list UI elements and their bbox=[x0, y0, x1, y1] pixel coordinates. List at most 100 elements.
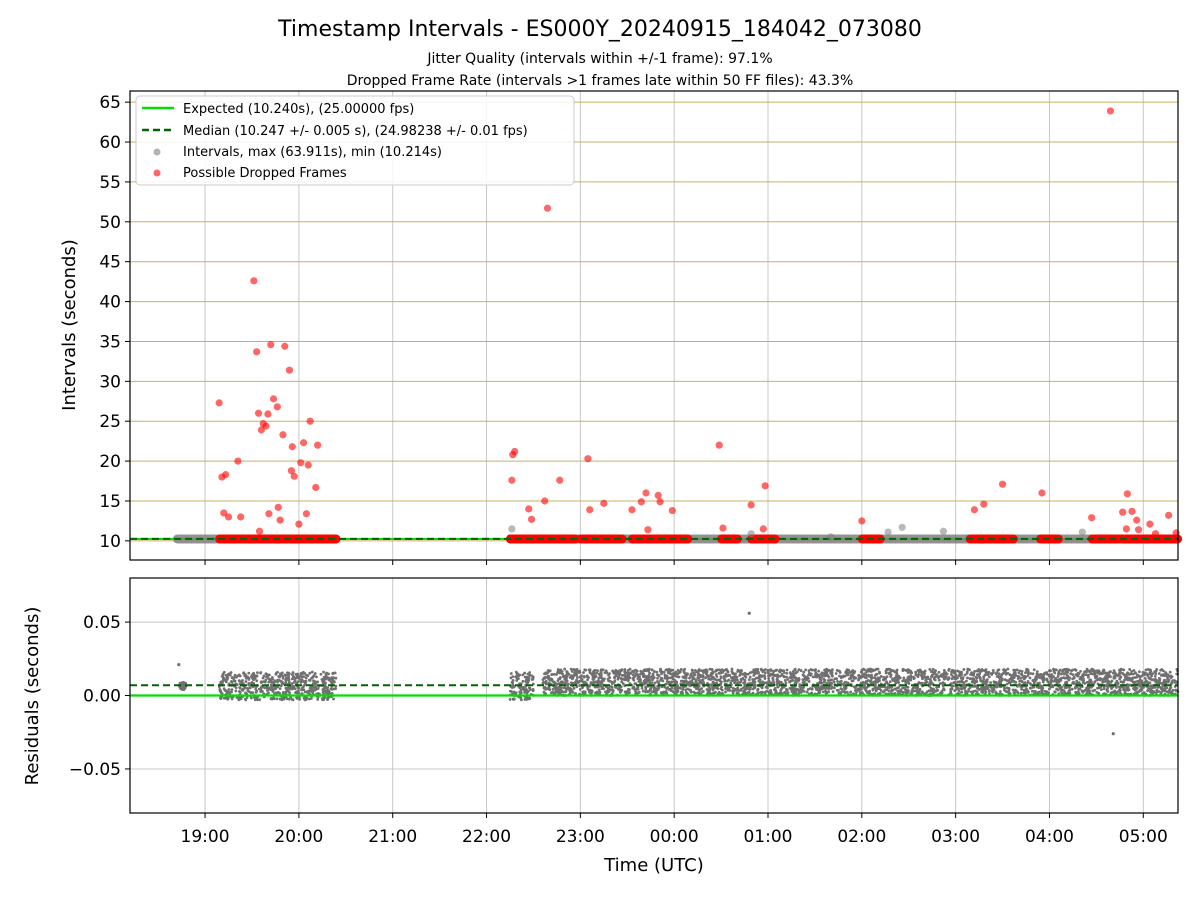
residual-point bbox=[893, 687, 897, 691]
residual-point bbox=[928, 680, 932, 684]
residual-point bbox=[328, 679, 332, 682]
residual-point bbox=[516, 677, 520, 681]
chart-subtitle-dropped: Dropped Frame Rate (intervals >1 frames … bbox=[347, 73, 854, 89]
residual-point bbox=[680, 690, 684, 694]
residual-point bbox=[783, 678, 787, 682]
residual-point bbox=[1106, 682, 1110, 686]
residual-point bbox=[985, 683, 988, 686]
dropped-frame-point bbox=[511, 447, 519, 456]
residual-point bbox=[323, 683, 327, 687]
residual-point bbox=[555, 673, 558, 676]
residual-point bbox=[258, 698, 261, 702]
residual-point bbox=[593, 685, 597, 689]
residual-point bbox=[613, 679, 617, 683]
residual-point bbox=[1047, 687, 1051, 691]
residual-point bbox=[320, 678, 324, 681]
dropped-frame-point bbox=[257, 426, 265, 434]
residual-point bbox=[1064, 676, 1067, 680]
residual-point bbox=[912, 689, 916, 693]
x-tick-label: 01:00 bbox=[743, 827, 792, 847]
residual-point bbox=[1026, 674, 1030, 677]
residual-point bbox=[237, 679, 241, 683]
residual-point bbox=[1053, 690, 1057, 694]
residual-point bbox=[873, 692, 876, 696]
residual-point bbox=[797, 678, 801, 681]
residual-point bbox=[1022, 677, 1026, 681]
residual-point bbox=[739, 669, 743, 672]
residual-point bbox=[276, 670, 279, 674]
residual-point bbox=[878, 685, 882, 689]
residual-point bbox=[960, 677, 963, 680]
residual-point bbox=[1032, 681, 1036, 685]
dropped-frame-point bbox=[980, 500, 988, 508]
residual-point bbox=[1020, 670, 1024, 673]
residual-point bbox=[576, 680, 580, 684]
residual-point bbox=[769, 669, 772, 672]
residual-point bbox=[642, 682, 646, 686]
residual-point bbox=[223, 688, 227, 692]
residual-point bbox=[1128, 668, 1132, 671]
residual-point bbox=[983, 681, 986, 684]
residual-point bbox=[972, 672, 976, 675]
residual-point bbox=[784, 681, 788, 685]
residual-point bbox=[1162, 687, 1166, 691]
residual-point bbox=[676, 690, 680, 694]
residual-point bbox=[909, 678, 913, 682]
residual-point bbox=[1157, 681, 1160, 685]
residual-point bbox=[547, 686, 551, 690]
residual-point bbox=[947, 667, 951, 671]
residual-point bbox=[688, 676, 691, 680]
residual-point bbox=[775, 680, 779, 683]
residual-point bbox=[716, 668, 719, 672]
residual-point bbox=[220, 692, 224, 696]
residual-point bbox=[620, 673, 624, 677]
residuals-y-tick-label: 0.00 bbox=[83, 687, 121, 707]
residual-point bbox=[640, 686, 644, 690]
dropped-frame-point bbox=[858, 517, 866, 525]
residual-point bbox=[815, 672, 819, 676]
residual-point bbox=[684, 690, 688, 694]
residual-point bbox=[870, 677, 873, 680]
residual-point bbox=[1086, 687, 1090, 691]
residual-point bbox=[184, 681, 188, 685]
residual-point bbox=[876, 667, 880, 671]
residual-point bbox=[527, 673, 531, 677]
residual-point bbox=[591, 672, 595, 675]
residual-point bbox=[1040, 686, 1043, 690]
residual-point bbox=[761, 680, 765, 684]
residual-point bbox=[901, 667, 905, 671]
x-tick-label: 20:00 bbox=[274, 827, 323, 847]
residual-point bbox=[554, 681, 557, 685]
residual-point bbox=[236, 674, 240, 678]
residual-point bbox=[846, 673, 850, 677]
intervals-y-tick-label: 15 bbox=[99, 492, 121, 512]
residual-point bbox=[639, 682, 642, 685]
residual-point bbox=[1101, 677, 1105, 681]
residual-point bbox=[1055, 687, 1059, 691]
residual-point bbox=[305, 696, 309, 700]
dropped-frame-point bbox=[586, 506, 594, 514]
dropped-frame-point bbox=[654, 491, 662, 499]
residual-point bbox=[1068, 688, 1072, 692]
residual-point bbox=[653, 681, 657, 685]
residual-point bbox=[638, 675, 641, 679]
residual-point bbox=[724, 672, 728, 676]
residual-point bbox=[1032, 685, 1036, 689]
residual-point bbox=[823, 671, 827, 675]
dropped-frame-point bbox=[998, 480, 1007, 488]
residual-point bbox=[730, 667, 734, 671]
residual-point bbox=[625, 692, 628, 695]
residual-point bbox=[957, 674, 961, 677]
residual-point bbox=[1173, 679, 1177, 683]
residual-point bbox=[962, 685, 965, 689]
residual-point bbox=[906, 671, 910, 674]
residual-point bbox=[1084, 670, 1087, 673]
residual-point bbox=[895, 668, 899, 672]
residual-point bbox=[572, 673, 576, 677]
residual-point bbox=[300, 678, 304, 682]
dropped-frame-point bbox=[306, 417, 314, 425]
residual-point bbox=[906, 689, 909, 692]
residual-point bbox=[511, 697, 515, 701]
residual-point bbox=[1003, 678, 1007, 682]
residual-point bbox=[971, 679, 975, 683]
